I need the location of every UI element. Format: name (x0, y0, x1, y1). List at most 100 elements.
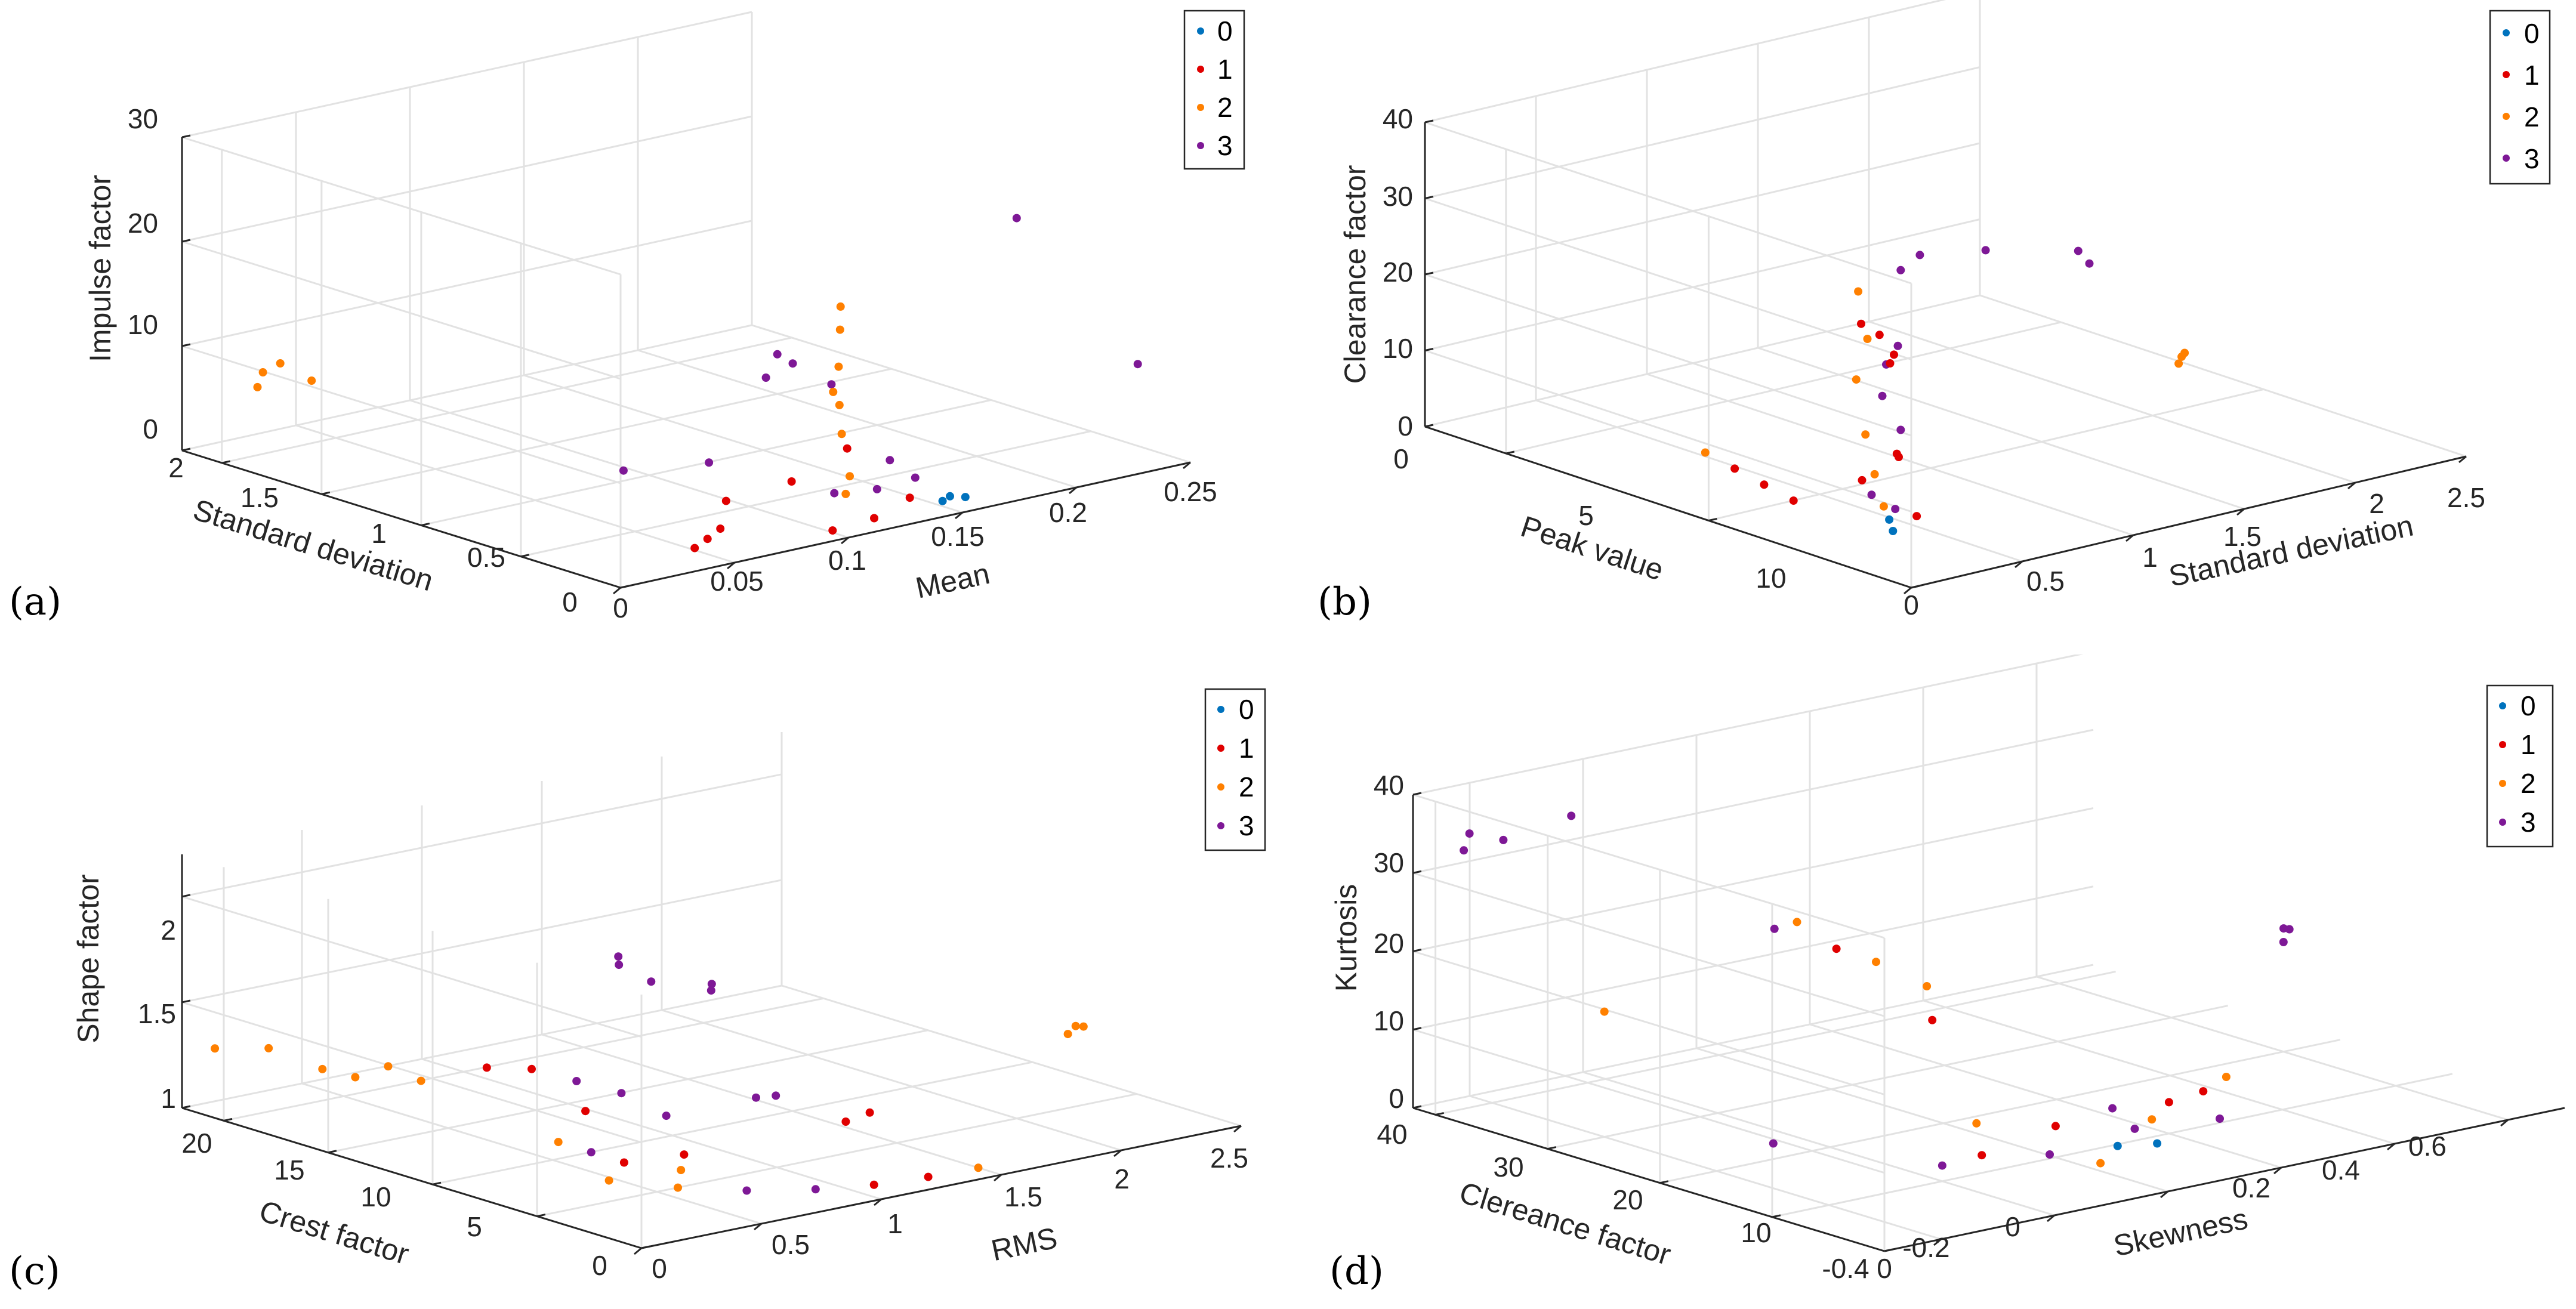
panel-d-point (2153, 1139, 2162, 1148)
panel-c-point (482, 1063, 491, 1072)
panel-c-zticks: 1 1.5 2 (138, 915, 176, 1114)
panel-c-point (417, 1076, 425, 1085)
panel-d-point (1928, 1015, 1937, 1024)
panel-a-grid-line (181, 240, 621, 380)
panel-a-xtick: 0.2 (1049, 497, 1087, 528)
panel-b-point (1701, 448, 1710, 457)
panel-d-point (2148, 1115, 2157, 1124)
panel-a-grid-line (751, 324, 1191, 464)
panel-a-xtick: 0.15 (931, 521, 985, 552)
panel-c-grid-line (181, 984, 782, 1109)
panel-b-ztick-mark (1424, 424, 1434, 428)
panel-a-grid-line (181, 115, 752, 243)
panel-d-point (1770, 924, 1779, 933)
panel-b-xticks: 0 0.5 1 1.5 2 2.5 (1904, 482, 2485, 620)
panel-c-point (974, 1163, 983, 1172)
panel-b-grid-line (1424, 142, 1980, 276)
panel-d-point (2216, 1114, 2224, 1123)
panel-a: 0 0.05 0.1 0.15 0.2 0.25 0 0.5 1 1.5 2 0… (9, 10, 1245, 624)
panel-a-zticks: 0 10 20 30 (128, 103, 158, 444)
panel-c-ytick: 0 (592, 1250, 607, 1281)
panel-b-grid-line (1868, 320, 2356, 484)
panel-c-xlabel: RMS (988, 1221, 1060, 1267)
panel-a-grid-line (181, 220, 752, 347)
panel-d-yticks: 0 10 20 30 40 (1377, 1119, 1892, 1284)
panel-a-point (911, 473, 920, 482)
panel-c-legend-marker (1217, 822, 1224, 829)
panel-d-ytick-mark (1884, 1248, 1893, 1252)
panel-a-point (846, 472, 854, 481)
panel-d-ytick: 10 (1741, 1217, 1771, 1248)
panel-a-ytick-mark (321, 491, 331, 495)
panel-c-xtick-mark (1113, 1149, 1122, 1157)
panel-d-legend-marker (2499, 819, 2506, 826)
panel-d-ytick: 0 (1877, 1253, 1892, 1284)
panel-d-xtick-mark (2047, 1214, 2055, 1222)
panel-b-point (1896, 425, 1905, 434)
panel-d-point (2222, 1073, 2231, 1081)
panel-a-point (705, 458, 714, 467)
panel-d-point (2279, 938, 2288, 946)
panel-b-legend-marker (2503, 155, 2510, 162)
panel-a-point (834, 362, 843, 371)
panel-d-legend-label: 1 (2521, 729, 2536, 760)
panel-c-legend-marker (1217, 706, 1224, 713)
panel-c-point (614, 952, 623, 961)
panel-d-point (2051, 1122, 2060, 1131)
panel-a-label: (a) (9, 580, 61, 624)
panel-d-ytick: 40 (1377, 1119, 1407, 1150)
panel-a-point (843, 444, 852, 453)
panel-b-point (1878, 391, 1887, 400)
panel-a-legend-marker (1197, 104, 1204, 111)
panel-c-point (772, 1091, 780, 1100)
panel-d: -0.4 -0.2 0 0.2 0.4 0.6 0 10 20 30 40 0 … (1329, 654, 2565, 1293)
panel-a-xtick-mark (955, 511, 963, 520)
panel-c-y-axis (181, 1107, 642, 1249)
panel-b-point (1885, 515, 1894, 524)
panel-d-xtick: -0.4 (1822, 1253, 1869, 1284)
panel-b-grid-line (1424, 121, 1912, 285)
panel-a-xlabel: Mean (912, 557, 992, 605)
panel-d-legend-label: 2 (2521, 768, 2536, 799)
panel-c-point (811, 1185, 820, 1194)
panel-b-grid-line (1979, 294, 2467, 458)
panel-c-grid-line (781, 984, 1242, 1127)
panel-c-point (619, 1158, 628, 1167)
panel-b-legend-marker (2503, 71, 2510, 78)
panel-b-ztick: 30 (1383, 181, 1413, 212)
panel-d-ztick-mark (1412, 949, 1422, 952)
panel-b-point (1760, 480, 1769, 489)
panel-d-xtick: 0 (2005, 1211, 2020, 1242)
panel-c-xtick: 0 (652, 1253, 667, 1284)
panel-c-grid-line (181, 896, 642, 1038)
panel-d-xtick-mark (2500, 1119, 2509, 1127)
panel-d-point (1872, 958, 1880, 967)
panel-d-ytick-mark (1547, 1146, 1557, 1150)
panel-a-xtick-mark (613, 586, 621, 595)
panel-b-grid-line (1424, 350, 1912, 513)
panel-b-legend-label: 3 (2524, 143, 2540, 174)
panel-d-point (2199, 1087, 2208, 1096)
panel-a-point (703, 535, 712, 544)
panel-a-legend-label: 2 (1217, 92, 1233, 123)
panel-b-ytick-mark (1708, 518, 1717, 521)
panel-c-point (264, 1044, 273, 1052)
panel-a-ztick: 0 (143, 413, 158, 444)
panel-b-xtick-mark (2347, 481, 2356, 490)
panel-b-grid-line (1708, 388, 2264, 521)
panel-d-point (2108, 1104, 2117, 1113)
panel-d-ztick-mark (1412, 1027, 1422, 1031)
panel-b-point (1730, 464, 1739, 473)
panel-c-xticks: 0 0.5 1 1.5 2 2.5 (652, 1143, 1248, 1284)
panel-b-point (1890, 350, 1898, 359)
panel-d-points (1460, 811, 2294, 1170)
panel-a-point (307, 376, 316, 385)
panel-c-point (384, 1062, 393, 1071)
panel-b-ytick: 10 (1756, 563, 1786, 594)
panel-a-ytick-mark (421, 522, 430, 526)
panel-d-point (1769, 1139, 1778, 1148)
panel-b-ztick-mark (1424, 348, 1434, 351)
panel-d-grid-line (1412, 1029, 1885, 1174)
panel-b-zlabel: Clearance factor (1338, 165, 1372, 384)
panel-b-ztick: 40 (1383, 103, 1413, 134)
